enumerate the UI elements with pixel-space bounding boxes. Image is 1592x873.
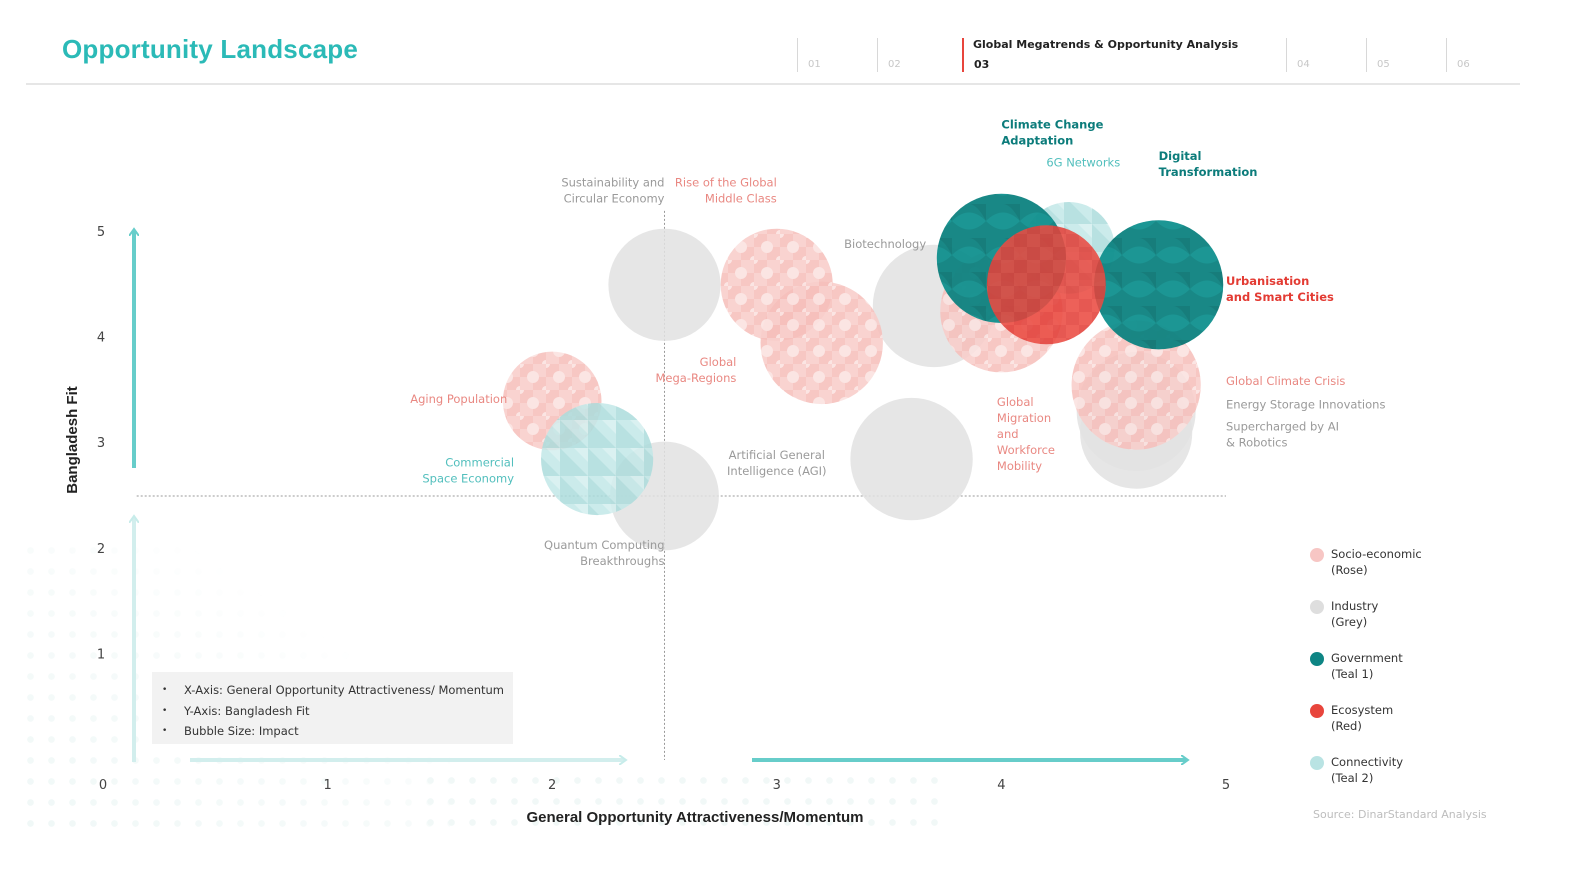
legend-item-connectivity: Connectivity (Teal 2) (1310, 753, 1510, 793)
bubble-commercial-space-economy (541, 402, 654, 516)
legend-item-ecosystem: Ecosystem (Red) (1310, 701, 1510, 741)
x-tick-label: 5 (1222, 778, 1230, 793)
bubble-label-mega-regions: Global Mega-Regions (656, 355, 737, 385)
y-axis-title: Bangladesh Fit (64, 386, 81, 494)
x-tick-label: 1 (323, 778, 331, 793)
page-title: Opportunity Landscape (62, 34, 359, 64)
legend-swatch-rose (1310, 548, 1324, 562)
section-number: 05 (1377, 59, 1390, 70)
section-tab-05[interactable]: 05 (1366, 38, 1447, 72)
note-bubble-size: Bubble Size: Impact (162, 721, 513, 742)
header-divider (26, 83, 1520, 85)
section-title: Global Megatrends & Opportunity Analysis (973, 38, 1239, 51)
legend-item-government: Government (Teal 1) (1310, 649, 1510, 689)
section-number: 02 (888, 59, 901, 70)
section-tab-01[interactable]: 01 (797, 38, 878, 72)
section-number: 03 (974, 58, 990, 71)
bubble-label-agi: Artificial General Intelligence (AGI) (727, 448, 827, 478)
bubble-labels-layer: Sustainability and Circular Economy Rise o… (410, 118, 1385, 568)
bubble-label-sustainability: Sustainability and Circular Economy (561, 176, 664, 206)
bubble-urbanisation-and-smart-cities (986, 225, 1106, 345)
bubble-label-aging-population: Aging Population (410, 392, 507, 406)
bubble-label-6g-networks: 6G Networks (1046, 156, 1120, 170)
bubble-global-climate-crisis (1071, 320, 1201, 450)
legend-swatch-teal1 (1310, 652, 1324, 666)
x-tick-label: 3 (773, 778, 781, 793)
legend-sublabel: (Rose) (1331, 563, 1368, 577)
bubble-sustainability-and-circular-economy (608, 228, 721, 341)
bubble-label-biotechnology: Biotechnology (844, 237, 926, 251)
bubble-label-quantum-computing: Quantum Computing Breakthroughs (544, 538, 664, 568)
section-nav: 01 02 Global Megatrends & Opportunity An… (0, 0, 1592, 80)
bubble-label-digital-transformation: Digital Transformation (1159, 149, 1258, 179)
legend-swatch-grey (1310, 600, 1324, 614)
x-tick-label: 4 (997, 778, 1005, 793)
section-number: 06 (1457, 59, 1470, 70)
note-y-axis: Y-Axis: Bangladesh Fit (162, 701, 513, 722)
legend-swatch-teal2 (1310, 756, 1324, 770)
legend-label: Ecosystem (1331, 703, 1394, 717)
section-tab-04[interactable]: 04 (1286, 38, 1367, 72)
bubble-label-space-economy: Commercial Space Economy (422, 455, 514, 485)
axis-notes-box: X-Axis: General Opportunity Attractivene… (152, 672, 513, 744)
y-tick-label: 4 (97, 331, 105, 346)
note-x-axis: X-Axis: General Opportunity Attractivene… (162, 680, 513, 701)
legend-label: Connectivity (1331, 755, 1404, 769)
bubble-label-migration: Global Migration and Workforce Mobility (997, 395, 1055, 473)
bubble-global-mega-regions (760, 281, 883, 405)
bubble-label-urbanisation: Urbanisation and Smart Cities (1226, 274, 1334, 304)
bubble-label-ai-robotics: Supercharged by AI & Robotics (1226, 420, 1339, 450)
y-tick-label: 2 (97, 542, 105, 557)
bubbles-layer (502, 193, 1224, 551)
section-tab-03[interactable]: Global Megatrends & Opportunity Analysis… (962, 38, 1288, 72)
bubble-label-middle-class: Rise of the Global Middle Class (675, 176, 777, 206)
legend-label: Government (1331, 651, 1403, 665)
legend-sublabel: (Teal 1) (1331, 667, 1374, 681)
x-axis-title: General Opportunity Attractiveness/Momen… (526, 809, 863, 826)
legend-sublabel: (Grey) (1331, 615, 1368, 629)
legend-swatch-red (1310, 704, 1324, 718)
x-tick-label: 0 (99, 778, 107, 793)
bubble-label-climate-adaptation: Climate Change Adaptation (1001, 118, 1103, 148)
legend-sublabel: (Teal 2) (1331, 771, 1374, 785)
legend-label: Socio-economic (1331, 547, 1422, 561)
legend-sublabel: (Red) (1331, 719, 1362, 733)
legend-label: Industry (1331, 599, 1379, 613)
decorative-dot-pattern-bottom (420, 770, 940, 840)
section-tab-06[interactable]: 06 (1446, 38, 1527, 72)
y-tick-label: 3 (97, 436, 105, 451)
legend-item-socio-economic: Socio-economic (Rose) (1310, 545, 1510, 585)
section-tab-02[interactable]: 02 (877, 38, 963, 72)
y-tick-label: 5 (97, 225, 105, 240)
section-number: 04 (1297, 59, 1310, 70)
y-tick-label: 1 (97, 647, 105, 662)
x-tick-label: 2 (548, 778, 556, 793)
legend-item-industry: Industry (Grey) (1310, 597, 1510, 637)
section-number: 01 (808, 59, 821, 70)
source-note: Source: DinarStandard Analysis (1313, 808, 1487, 821)
ticks-layer: 0 1 2 3 4 5 1 2 3 4 5 (97, 225, 1230, 793)
bubble-digital-transformation (1094, 220, 1224, 350)
bubble-artificial-general-intelligence-agi (850, 397, 973, 521)
bubble-label-climate-crisis: Global Climate Crisis (1226, 374, 1345, 388)
bubble-label-energy-storage: Energy Storage Innovations (1226, 397, 1385, 411)
